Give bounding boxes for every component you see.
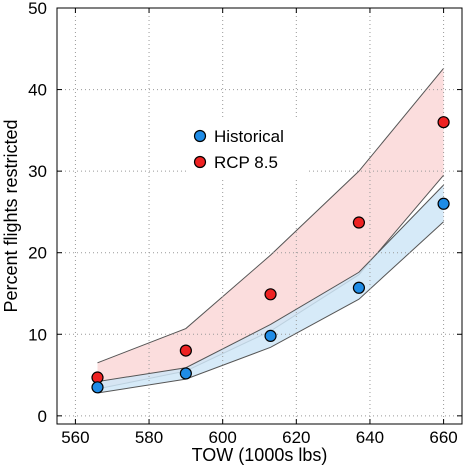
y-axis-label: Percent flights restricted [1,119,21,312]
data-point-rcp-8-5 [352,216,366,229]
y-tick-label: 50 [28,0,47,18]
grid-lines [57,7,462,424]
x-axis-label: TOW (1000s lbs) [192,445,328,465]
data-point-rcp-8-5 [264,288,277,301]
data-point-historical [437,197,450,210]
y-tick-label: 30 [28,162,47,181]
y-tick-label: 0 [38,407,47,426]
legend-box [186,120,306,178]
data-points [91,116,450,394]
legend-marker-rcp-8-5 [193,155,207,169]
data-point-rcp-8-5 [437,116,450,129]
x-tick-label: 580 [135,428,163,447]
legend-label-rcp-8-5: RCP 8.5 [214,153,278,172]
x-tick-label: 640 [356,428,384,447]
y-tick-label: 40 [28,81,47,100]
axis-ticks: 560 580 600 620 640 660 0 10 20 30 40 50 [28,0,462,447]
y-tick-label: 20 [28,244,47,263]
x-tick-label: 560 [61,428,89,447]
legend-marker-historical [193,129,207,143]
x-tick-label: 600 [208,428,236,447]
band-upper-rcp-8-5 [97,68,444,364]
x-tick-label: 660 [429,428,457,447]
legend-label-historical: Historical [214,127,284,146]
x-tick-label: 620 [282,428,310,447]
data-point-rcp-8-5 [179,344,192,357]
y-tick-label: 10 [28,325,47,344]
data-point-historical [352,281,366,294]
band-lower-historical [97,221,444,394]
data-point-historical [91,381,104,394]
band-upper-historical [97,184,444,383]
data-point-historical [179,367,192,380]
data-point-historical [264,329,277,343]
plot-frame [56,7,463,425]
legend: Historical RCP 8.5 [186,120,306,178]
